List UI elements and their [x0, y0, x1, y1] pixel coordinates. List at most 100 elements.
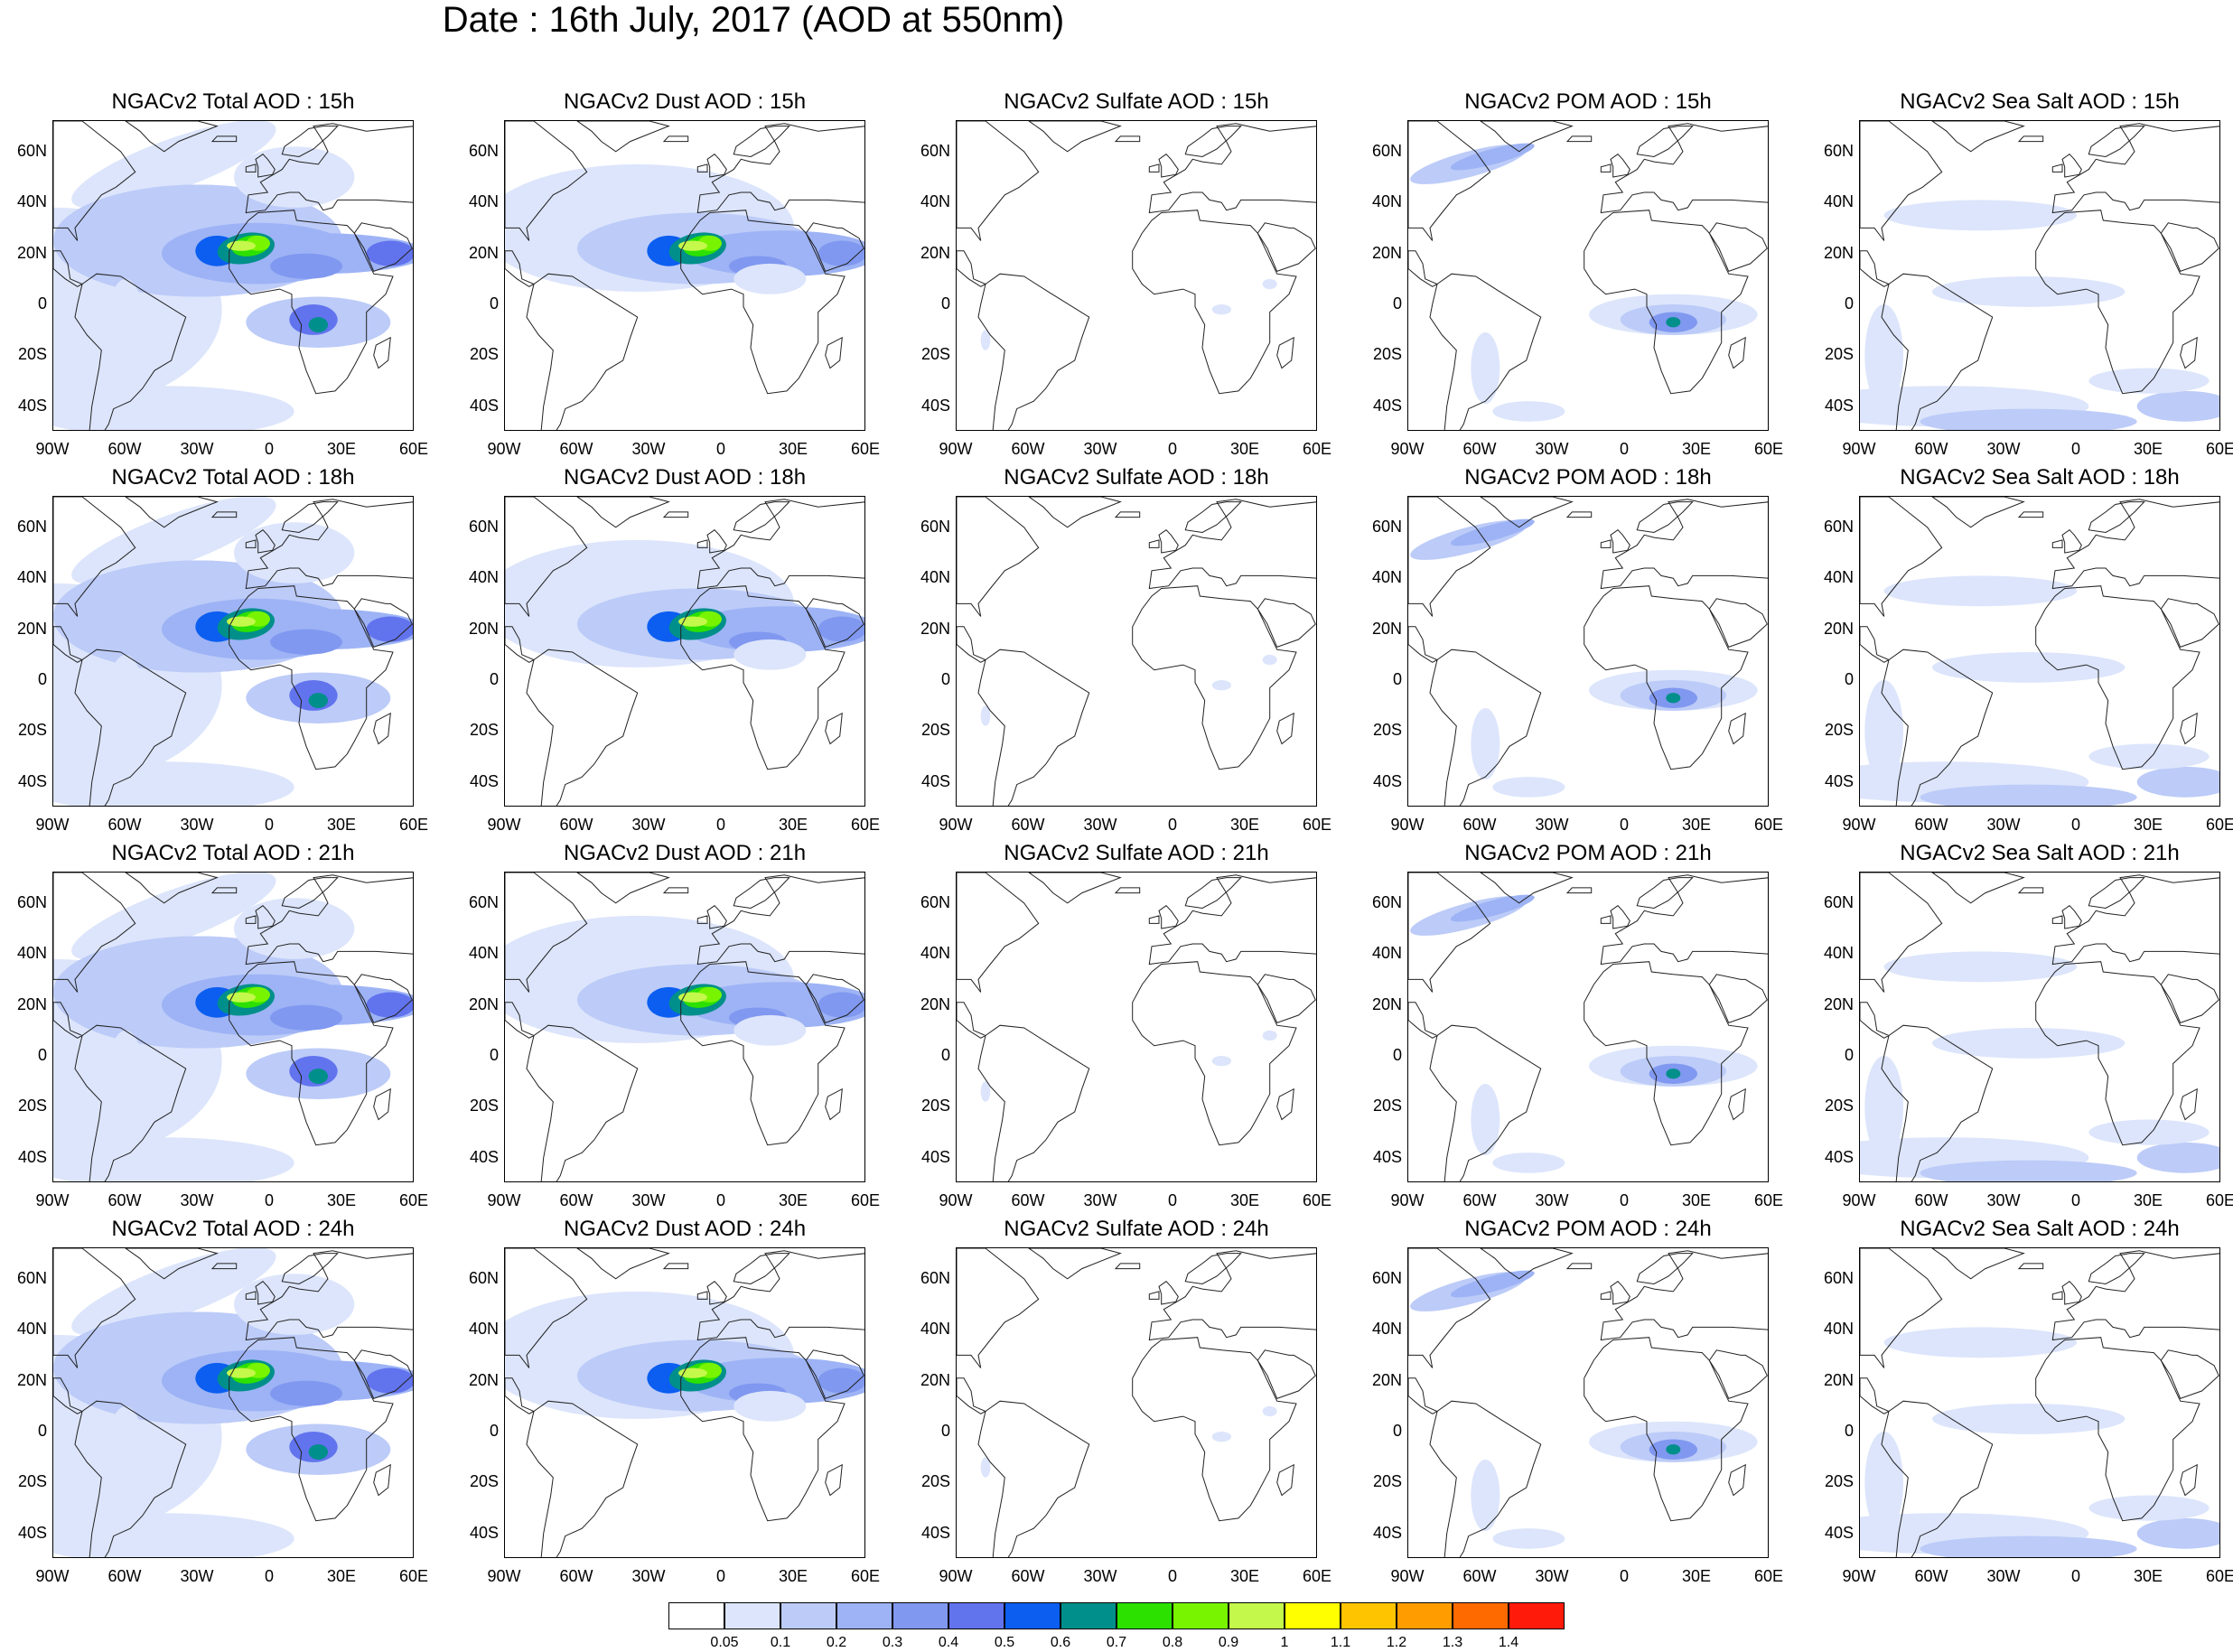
- coastline: [2061, 529, 2082, 554]
- aod-contour: [1883, 951, 2077, 983]
- lat-tick-label: 40S: [17, 771, 47, 790]
- lon-tick-label: 90W: [939, 816, 973, 834]
- map-frame: [1859, 872, 2220, 1182]
- coastline: [2088, 877, 2145, 910]
- colorbar-swatch: [1397, 1602, 1453, 1629]
- coastline: [1184, 1253, 1242, 1285]
- lat-tick-label: 40N: [468, 1320, 499, 1339]
- aod-map: [53, 873, 413, 1181]
- aod-map: [53, 1248, 413, 1557]
- lon-tick-label: 0: [2070, 816, 2080, 834]
- coastline: [1860, 1248, 1943, 1368]
- coastline: [1881, 649, 1994, 806]
- panel-title: NGACv2 Sulfate AOD : 18h: [1004, 465, 1269, 490]
- coastline: [1429, 273, 1542, 430]
- lon-tick-label: 30W: [180, 1191, 214, 1209]
- aod-contour: [2136, 766, 2219, 798]
- lat-tick-label: 40N: [1371, 1320, 1402, 1339]
- lat-tick-label: 40N: [1823, 944, 1854, 963]
- lat-tick-label: 40S: [920, 1523, 950, 1542]
- aod-map: [1408, 121, 1768, 430]
- lat-tick-label: 20S: [1824, 721, 1854, 740]
- map-frame: [956, 872, 1317, 1182]
- lon-tick-label: 90W: [1842, 1191, 1876, 1209]
- map-panel: NGACv2 Dust AOD : 18h 60N 40N 20N 0 20S 40S 90W…: [469, 465, 938, 864]
- coastline: [1610, 154, 1630, 178]
- aod-contour: [733, 639, 807, 670]
- lat-tick-label: 20N: [16, 994, 47, 1013]
- coastline: [1610, 905, 1630, 929]
- lat-tick-label: 60N: [1823, 141, 1854, 160]
- lat-tick-label: 60N: [920, 517, 950, 536]
- colorbar-label: 0.5: [994, 1635, 1015, 1650]
- coastline: [1276, 1463, 1294, 1497]
- coastline: [53, 497, 136, 617]
- lat-tick-label: 20N: [1371, 1370, 1402, 1389]
- aod-map: [1860, 1248, 2219, 1557]
- colorbar-label: 0.9: [1218, 1635, 1239, 1650]
- aod-map: [1860, 121, 2219, 430]
- lon-tick-label: 30E: [1229, 440, 1260, 458]
- aod-contour: [1666, 317, 1681, 328]
- aod-contour: [227, 992, 256, 1003]
- coastline: [706, 154, 727, 178]
- coastline: [1881, 1400, 1994, 1557]
- aod-contour: [1492, 1153, 1565, 1173]
- coastline: [1584, 585, 1749, 770]
- coastline: [706, 529, 727, 554]
- map-panel: NGACv2 POM AOD : 24h 60N 40N 20N 0 20S 40S 90W 6…: [1372, 1217, 1841, 1616]
- coastline: [706, 905, 727, 929]
- map-frame: [1859, 496, 2220, 807]
- coastline: [1860, 1377, 1891, 1414]
- lon-tick-label: 0: [264, 1567, 274, 1585]
- lon-tick-label: 30E: [2133, 816, 2163, 834]
- aod-contour: [71, 1248, 276, 1336]
- aod-contour: [2088, 1119, 2210, 1145]
- coastline: [245, 163, 257, 173]
- coastline: [255, 905, 276, 929]
- coastline: [696, 915, 708, 924]
- coastline: [1158, 1281, 1179, 1305]
- aod-contour: [366, 616, 413, 642]
- panel-title: NGACv2 Sea Salt AOD : 21h: [1900, 841, 2180, 865]
- coastline: [1860, 250, 1891, 287]
- lat-tick-label: 60N: [468, 1268, 499, 1287]
- lat-tick-label: 60N: [1371, 892, 1402, 911]
- lon-tick-label: 90W: [35, 816, 70, 834]
- lat-tick-label: 0: [940, 670, 950, 689]
- lon-tick-label: 60W: [1011, 816, 1045, 834]
- aod-map: [505, 1248, 864, 1557]
- coastline: [281, 877, 339, 910]
- coastline: [680, 1337, 846, 1522]
- map-panel: NGACv2 Sulfate AOD : 18h 60N 40N 20N 0 20S 40S…: [920, 465, 1389, 864]
- aod-contour: [1920, 784, 2137, 806]
- lat-tick-label: 0: [489, 670, 499, 689]
- coastline: [2051, 874, 2219, 966]
- lon-tick-label: 30W: [1083, 440, 1117, 458]
- aod-contour: [270, 1380, 342, 1406]
- panel-title: NGACv2 Dust AOD : 18h: [563, 465, 807, 490]
- coastline: [74, 273, 187, 430]
- aod-map: [957, 1248, 1316, 1557]
- aod-map: [1860, 873, 2219, 1181]
- lon-tick-label: 0: [1167, 440, 1177, 458]
- aod-contour: [1864, 680, 1903, 782]
- coastline: [2180, 336, 2198, 369]
- lon-tick-label: 30E: [2133, 440, 2163, 458]
- coastline: [1184, 877, 1242, 910]
- coastline: [1600, 1291, 1612, 1300]
- coastline: [353, 1349, 413, 1400]
- lon-tick-label: 0: [1167, 1191, 1177, 1209]
- coastline: [1728, 712, 1746, 745]
- lat-tick-label: 20S: [469, 345, 499, 364]
- coastline: [1257, 222, 1316, 273]
- lat-tick-label: 20N: [1823, 1370, 1854, 1389]
- lat-tick-label: 60N: [920, 141, 950, 160]
- coastline: [576, 497, 670, 528]
- lon-tick-label: 60E: [850, 816, 881, 834]
- coastline: [2017, 511, 2044, 518]
- aod-contour: [678, 992, 707, 1003]
- lat-tick-label: 60N: [1823, 1268, 1854, 1287]
- lat-tick-label: 0: [1844, 1422, 1854, 1441]
- lon-tick-label: 60E: [1302, 440, 1332, 458]
